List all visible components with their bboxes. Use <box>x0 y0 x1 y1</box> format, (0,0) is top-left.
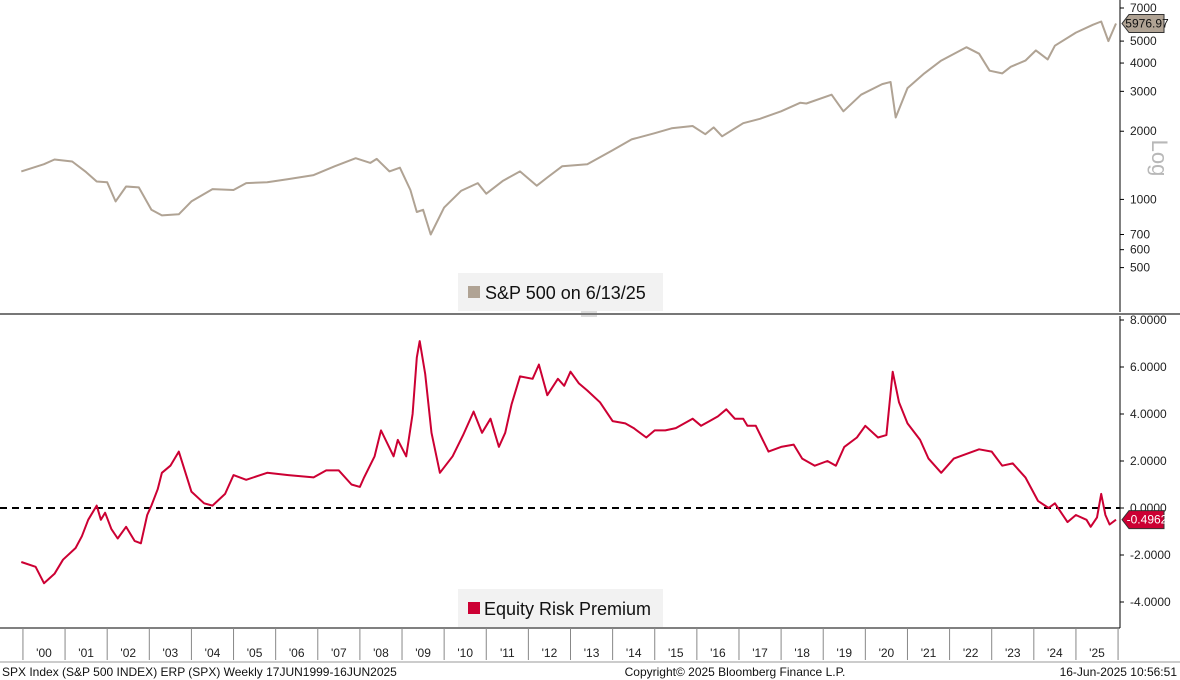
spx-legend-box <box>458 273 663 311</box>
spx-y-tick-label: 7000 <box>1130 1 1157 15</box>
x-tick-label: '24 <box>1047 646 1063 660</box>
spx-y-tick-label: 4000 <box>1130 56 1157 70</box>
x-tick-label: '02 <box>120 646 136 660</box>
spx-series-line <box>20 20 1117 236</box>
scale-log-label: Log <box>1147 140 1172 177</box>
x-tick-label: '06 <box>289 646 305 660</box>
spx-y-tick-label: 600 <box>1130 243 1150 257</box>
erp-legend-label: Equity Risk Premium <box>484 599 651 619</box>
spx-last-value-badge-shape <box>1121 14 1165 34</box>
x-tick-label: '03 <box>163 646 179 660</box>
erp-series-line <box>20 340 1117 585</box>
x-tick-label: '23 <box>1005 646 1021 660</box>
x-tick-label: '00 <box>36 646 52 660</box>
footer-bar: SPX Index (S&P 500 INDEX) ERP (SPX) Week… <box>2 665 1177 679</box>
x-tick-label: '25 <box>1089 646 1105 660</box>
spx-y-tick-label: 500 <box>1130 261 1150 275</box>
x-tick-label: '10 <box>457 646 473 660</box>
spx-last-value-text: 5976.97 <box>1125 17 1169 31</box>
x-tick-label: '07 <box>331 646 347 660</box>
x-tick-label: '22 <box>963 646 979 660</box>
erp-last-value-badge-shape <box>1121 510 1165 530</box>
erp-legend: Equity Risk Premium <box>458 589 663 627</box>
x-tick-label: '09 <box>415 646 431 660</box>
spx-y-tick-label: 1000 <box>1130 192 1157 206</box>
x-tick-label: '14 <box>626 646 642 660</box>
x-tick-label: '04 <box>205 646 221 660</box>
x-tick-label: '21 <box>921 646 937 660</box>
footer-copyright-text: Copyright© 2025 Bloomberg Finance L.P. <box>625 665 846 679</box>
erp-y-tick-label: 6.0000 <box>1130 360 1167 374</box>
erp-panel: 8.00006.00004.00002.00000.0000-2.0000-4.… <box>0 313 1171 628</box>
spx-y-tick-label: 700 <box>1130 228 1150 242</box>
erp-legend-swatch <box>468 602 480 614</box>
x-tick-label: '16 <box>710 646 726 660</box>
erp-last-value-badge: -0.4962 <box>1121 510 1168 530</box>
x-tick-label: '05 <box>247 646 263 660</box>
footer-timestamp-text: 16-Jun-2025 10:56:51 <box>1060 665 1178 679</box>
x-tick-label: '18 <box>794 646 810 660</box>
x-tick-label: '20 <box>879 646 895 660</box>
spx-y-tick-label: 3000 <box>1130 84 1157 98</box>
x-tick-label: '19 <box>836 646 852 660</box>
erp-y-tick-label: -2.0000 <box>1130 548 1171 562</box>
x-tick-label: '11 <box>500 646 515 660</box>
erp-y-tick-label: 4.0000 <box>1130 407 1167 421</box>
erp-y-tick-label: 2.0000 <box>1130 454 1167 468</box>
x-tick-label: '13 <box>584 646 600 660</box>
erp-y-tick-label: 8.0000 <box>1130 313 1167 327</box>
spx-legend-label: S&P 500 on 6/13/25 <box>485 283 646 303</box>
spx-y-tick-label: 2000 <box>1130 124 1157 138</box>
erp-last-value-text: -0.4962 <box>1127 513 1168 527</box>
erp-legend-box <box>458 589 663 627</box>
x-tick-label: '01 <box>78 646 94 660</box>
spx-legend: S&P 500 on 6/13/25 <box>458 273 663 311</box>
spx-legend-swatch <box>468 286 480 298</box>
x-tick-label: '08 <box>373 646 389 660</box>
spx-y-tick-label: 5000 <box>1130 34 1157 48</box>
x-tick-label: '12 <box>542 646 558 660</box>
erp-y-tick-label: -4.0000 <box>1130 595 1171 609</box>
footer-source-text: SPX Index (S&P 500 INDEX) ERP (SPX) Week… <box>2 665 397 679</box>
x-tick-label: '15 <box>668 646 684 660</box>
x-axis: '00 '01 '02 '03 '04 '05 '06 '07 '08 '09 '10 '11 '12 '… <box>0 627 1180 663</box>
x-tick-label: '17 <box>752 646 768 660</box>
spx-last-value-badge: 5976.97 <box>1121 14 1169 34</box>
